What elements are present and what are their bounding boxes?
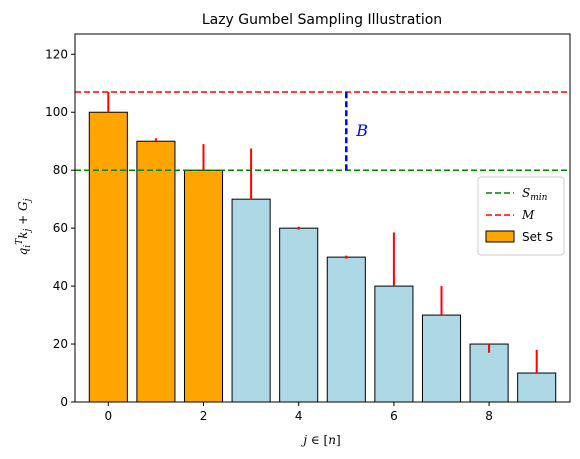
bar-6 [374, 285, 414, 403]
y-label-sup-t: T [15, 238, 25, 245]
x-axis-label: j ∈ [n] [300, 433, 340, 447]
y-tick-label-120: 120 [45, 47, 68, 61]
legend: Smin M Set S [477, 176, 565, 256]
x-tick-label-8: 8 [485, 409, 493, 423]
legend-label-2: Set S [522, 230, 553, 244]
y-tick-label-40: 40 [53, 279, 68, 293]
y-label-sub-j: j [23, 229, 33, 234]
b-label: B [355, 121, 368, 140]
x-tick-label-6: 6 [390, 409, 398, 423]
x-tick-label-0: 0 [104, 409, 112, 423]
x-tick-label-2: 2 [200, 409, 208, 423]
y-label-sub-i: i [23, 245, 33, 248]
plot-frame [74, 33, 571, 403]
bar-1 [136, 140, 176, 403]
bar-3 [231, 198, 271, 403]
x-label-set: n [328, 433, 336, 447]
bar-9 [517, 372, 557, 403]
y-tick-label-80: 80 [53, 163, 68, 177]
y-tick-label-60: 60 [53, 221, 68, 235]
x-label-close: ] [336, 433, 341, 447]
y-label-k: k [16, 232, 30, 239]
x-label-rel: ∈ [ [307, 433, 328, 447]
y-tick-label-0: 0 [60, 395, 68, 409]
x-label-var: j [300, 433, 307, 447]
y-label-q: q [16, 247, 30, 255]
y-tick-label-20: 20 [53, 337, 68, 351]
legend-swatch-2 [485, 230, 515, 243]
bar-2 [183, 169, 224, 403]
legend-label-1: M [521, 208, 535, 222]
y-axis-label: qiTkj + Gj [15, 198, 33, 255]
bar-5 [326, 256, 366, 403]
chart-title: Lazy Gumbel Sampling Illustration [202, 12, 442, 28]
legend-label-0: Smin [522, 186, 548, 203]
y-tick-label-100: 100 [45, 105, 68, 119]
plot-area: B 0 20 40 60 80 100 120 0 2 4 6 8 [45, 33, 571, 423]
bar-7 [421, 314, 462, 403]
x-tick-label-4: 4 [295, 409, 303, 423]
bar-4 [279, 227, 319, 403]
y-label-g: G [16, 201, 30, 211]
y-label-sub-j2: j [23, 198, 33, 203]
y-label-plus: + [16, 211, 30, 229]
bar-0 [88, 111, 128, 403]
